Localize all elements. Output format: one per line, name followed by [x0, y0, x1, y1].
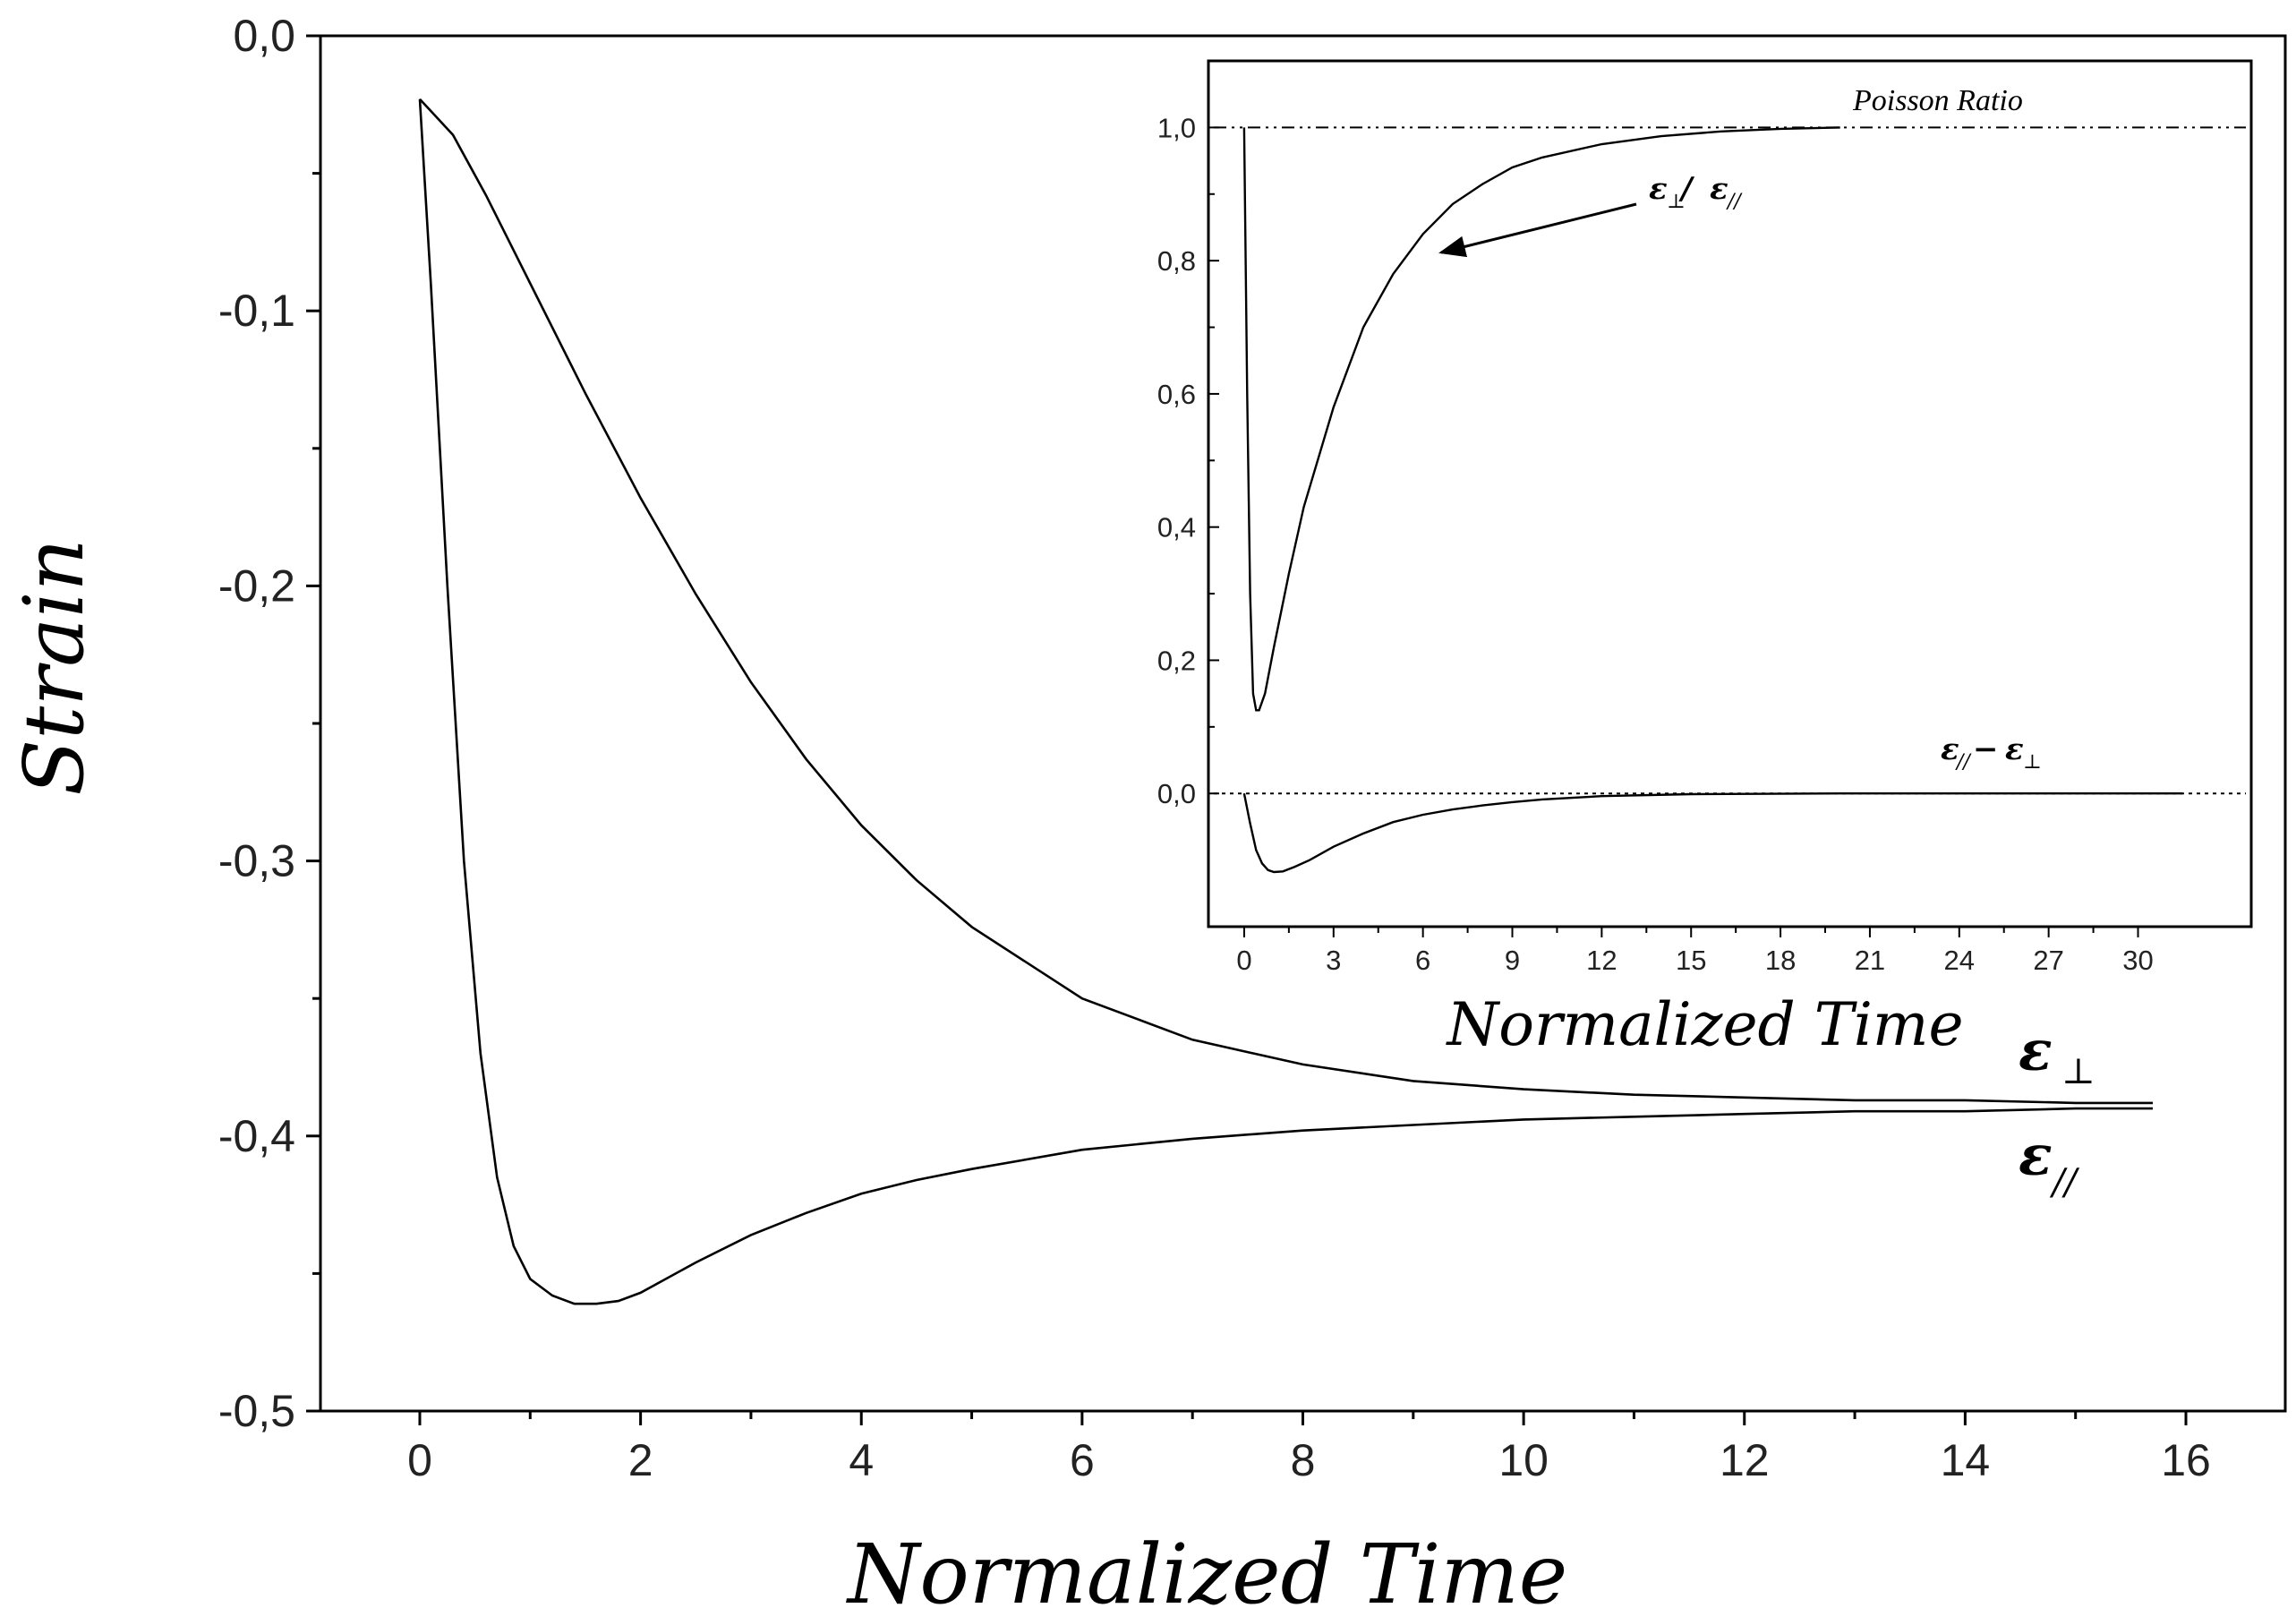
inset-plot: 0 3 6 9 12 15 18 21 24 27 30 0,0 0,2 0,4 0,6 0,8 1,0 No…: [1157, 59, 2253, 1059]
inset-background: [1208, 61, 2251, 927]
inset-y-tick-label: 0,8: [1157, 245, 1196, 277]
annotation-strain-ratio: ε ⊥ / ε //: [1649, 171, 1743, 213]
annotation-poisson-ratio: Poisson Ratio: [1852, 84, 2023, 117]
main-y-tick-label: 0,0: [233, 11, 295, 61]
inset-y-axis: 0,0 0,2 0,4 0,6 0,8 1,0: [1157, 60, 1219, 809]
main-series-group: [418, 98, 2153, 1305]
inset-x-tick-label: 12: [1586, 945, 1617, 976]
annotation-ratio-arrow: [1438, 202, 1637, 258]
inset-y-tick-label: 1,0: [1157, 112, 1196, 143]
main-y-axis: 0,0 -0,1 -0,2 -0,3 -0,4 -0,5: [218, 11, 320, 1436]
inset-y-tick-label: 0,6: [1157, 379, 1196, 410]
main-x-tick-label: 16: [2161, 1435, 2211, 1485]
series-label-perp-main: ε: [2019, 1018, 2053, 1083]
main-x-tick-label: 14: [1941, 1435, 1991, 1485]
annotation-strain-difference: ε // − ε ⊥: [1941, 731, 2042, 774]
main-x-tick-label: 12: [1720, 1435, 1770, 1485]
main-y-axis-title: Strain: [6, 538, 102, 796]
inset-x-axis: 0 3 6 9 12 15 18 21 24 27 30: [1236, 927, 2154, 976]
inset-y-tick-label: 0,2: [1157, 645, 1196, 676]
annotation-ratio-eps2: ε: [1710, 171, 1728, 207]
inset-series-group: [1242, 126, 2183, 874]
annotation-ratio-eps1: ε: [1649, 171, 1668, 207]
inset-x-tick-label: 9: [1505, 945, 1520, 976]
annotation-diff-sub1: //: [1955, 751, 1972, 774]
inset-x-tick-label: 18: [1765, 945, 1796, 976]
main-plot: 0 2 4 6 8 10 12 14 16 0,0-0,1-0,2-0,3-0,4-0,5 No…: [6, 11, 2287, 1608]
annotation-ratio-sub2: //: [1726, 191, 1743, 213]
main-series-line-1: [418, 98, 2153, 1305]
main-x-tick-label: 8: [1291, 1435, 1316, 1485]
main-y-tick-label: -0,3: [218, 836, 295, 886]
inset-series-line-1: [1242, 792, 2183, 874]
inset-x-tick-label: 27: [2033, 945, 2063, 976]
main-y-tick-label: -0,2: [218, 560, 295, 611]
inset-x-tick-label: 15: [1676, 945, 1706, 976]
main-series-line-0: [419, 98, 2153, 1105]
main-x-tick-label: 4: [849, 1435, 874, 1485]
main-x-tick-label: 10: [1498, 1435, 1549, 1485]
inset-x-axis-title: Normalized Time: [1445, 990, 1963, 1059]
main-x-tick-label: 6: [1070, 1435, 1095, 1485]
series-label-perp: ε ⊥: [2019, 1018, 2095, 1092]
inset-y-tick-label: 0,4: [1157, 512, 1196, 543]
annotation-diff-sub2: ⊥: [2023, 751, 2042, 774]
main-y-tick-label: -0,4: [218, 1111, 295, 1161]
annotation-diff-eps2: ε: [2005, 731, 2024, 767]
main-y-tick-label: -0,1: [218, 286, 295, 336]
annotation-ratio-sep: /: [1678, 171, 1695, 207]
inset-series-line-0: [1242, 126, 1840, 712]
main-x-axis: 0 2 4 6 8 10 12 14 16: [407, 1411, 2211, 1485]
inset-plot-frame: [1207, 59, 2253, 928]
main-x-tick-label: 2: [628, 1435, 653, 1485]
inset-x-tick-label: 6: [1415, 945, 1430, 976]
series-label-parallel-sub: //: [2049, 1162, 2079, 1203]
series-label-parallel: ε //: [2019, 1123, 2079, 1203]
inset-x-tick-label: 30: [2122, 945, 2153, 976]
series-label-parallel-main: ε: [2019, 1123, 2053, 1188]
series-label-perp-sub: ⊥: [2061, 1051, 2095, 1092]
main-x-tick-label: 0: [407, 1435, 432, 1485]
annotation-diff-eps1: ε: [1941, 731, 1959, 767]
annotation-diff-sep: −: [1973, 731, 1999, 767]
main-x-axis-title: Normalized Time: [846, 1527, 1567, 1608]
inset-y-tick-label: 0,0: [1157, 778, 1196, 809]
annotation-ratio-sub1: ⊥: [1667, 191, 1686, 213]
inset-x-tick-label: 24: [1944, 945, 1975, 976]
inset-x-tick-label: 21: [1855, 945, 1885, 976]
inset-x-tick-label: 0: [1236, 945, 1251, 976]
inset-x-tick-label: 3: [1326, 945, 1341, 976]
main-y-tick-label: -0,5: [218, 1386, 295, 1436]
